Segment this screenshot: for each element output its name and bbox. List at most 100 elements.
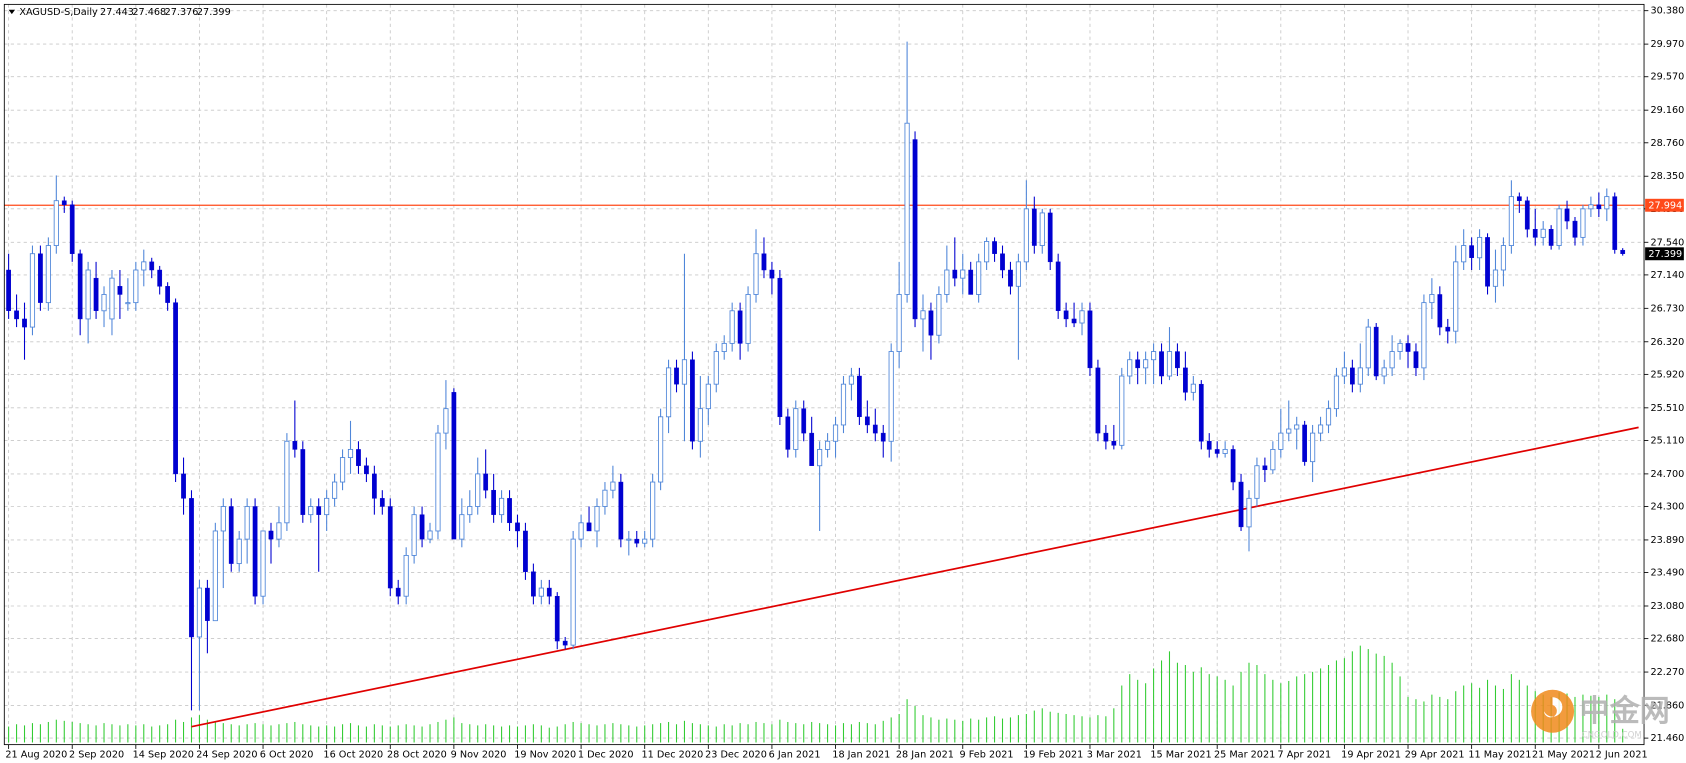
candle-body bbox=[1341, 367, 1347, 377]
candle-body bbox=[1532, 229, 1538, 238]
last-price-label: 27.399 bbox=[1648, 249, 1682, 260]
candle-body bbox=[1445, 326, 1451, 332]
candle-body bbox=[1023, 208, 1029, 263]
candle-body bbox=[1190, 383, 1196, 393]
x-tick-label: 16 Oct 2020 bbox=[323, 749, 383, 760]
y-tick-label: 28.350 bbox=[1650, 171, 1684, 182]
candle-body bbox=[1230, 449, 1236, 483]
candle-body bbox=[1095, 367, 1101, 434]
y-tick-label: 21.460 bbox=[1650, 733, 1684, 744]
x-tick-label: 9 Nov 2020 bbox=[451, 749, 507, 760]
y-tick-label: 25.920 bbox=[1650, 369, 1684, 380]
candle-body bbox=[928, 310, 934, 336]
candle-body bbox=[515, 522, 520, 532]
candle-body bbox=[1286, 428, 1292, 434]
y-tick-label: 29.970 bbox=[1650, 39, 1684, 50]
candle-body bbox=[554, 595, 560, 642]
x-tick-label: 2 Jun 2021 bbox=[1596, 749, 1648, 760]
candle-body bbox=[1373, 326, 1379, 377]
y-tick-label: 23.080 bbox=[1650, 601, 1684, 612]
candle-body bbox=[196, 587, 203, 638]
candle-body bbox=[1492, 269, 1499, 287]
candle-body bbox=[888, 351, 894, 442]
candle-body bbox=[1572, 220, 1578, 238]
candle-body bbox=[379, 498, 385, 507]
candle-body bbox=[674, 367, 679, 385]
candle-body bbox=[244, 506, 250, 540]
candle-body bbox=[1612, 196, 1618, 250]
candle-body bbox=[268, 530, 274, 540]
candle-body bbox=[642, 538, 648, 544]
candle-body bbox=[101, 294, 107, 312]
plot-frame bbox=[3, 3, 1645, 746]
candle-body bbox=[29, 253, 36, 328]
y-tick-label: 25.510 bbox=[1650, 403, 1684, 414]
candle-body bbox=[292, 441, 298, 450]
candle-body bbox=[785, 416, 791, 450]
candle-body bbox=[53, 200, 59, 246]
candle-body bbox=[697, 408, 703, 442]
y-tick-label: 24.700 bbox=[1650, 469, 1684, 480]
candle-body bbox=[45, 245, 51, 304]
volumes bbox=[8, 645, 1624, 743]
candle-body bbox=[848, 375, 855, 385]
candle-body bbox=[125, 302, 131, 305]
candle-body bbox=[1000, 253, 1005, 271]
candle-body bbox=[173, 302, 178, 475]
candle-body bbox=[1349, 367, 1355, 385]
candle-body bbox=[650, 481, 656, 540]
candle-body bbox=[443, 408, 449, 434]
candle-body bbox=[809, 432, 815, 466]
x-tick-label: 6 Oct 2020 bbox=[260, 749, 314, 760]
x-tick-label: 21 Aug 2020 bbox=[5, 749, 67, 760]
candle-body bbox=[1413, 351, 1419, 369]
y-tick-label: 24.300 bbox=[1650, 502, 1684, 513]
candle-body bbox=[411, 514, 417, 556]
candle-body bbox=[141, 261, 147, 271]
candle-body bbox=[459, 514, 465, 540]
candle-body bbox=[904, 122, 910, 295]
candle-body bbox=[252, 506, 258, 597]
x-tick-label: 9 Feb 2021 bbox=[960, 749, 1014, 760]
candle-body bbox=[1389, 351, 1395, 369]
candle-body bbox=[284, 440, 290, 524]
candle-body bbox=[801, 408, 807, 434]
x-tick-label: 25 Mar 2021 bbox=[1214, 749, 1275, 760]
candle-body bbox=[69, 204, 75, 254]
candle-body bbox=[793, 408, 799, 450]
candle-body bbox=[952, 269, 958, 279]
candle-body bbox=[1246, 497, 1252, 528]
candle-body bbox=[538, 587, 544, 597]
candle-body bbox=[419, 514, 425, 540]
candle-body bbox=[1254, 465, 1260, 499]
candle-body bbox=[22, 318, 27, 328]
candle-body bbox=[681, 359, 688, 385]
candle-body bbox=[1071, 318, 1077, 324]
candle-body bbox=[371, 473, 377, 499]
candle-body bbox=[1469, 245, 1474, 258]
candle-body bbox=[817, 448, 823, 467]
candle-body bbox=[992, 241, 997, 254]
y-tick-label: 23.490 bbox=[1650, 568, 1684, 579]
candle-body bbox=[570, 538, 576, 646]
menu-triangle[interactable] bbox=[8, 9, 16, 15]
candle-body bbox=[1620, 249, 1626, 254]
axes: 30.380 29.970 29.570 29.160 28.760 28.350 27.9… bbox=[5, 6, 1684, 761]
candle-body bbox=[491, 489, 496, 515]
x-tick-label: 2 Sep 2020 bbox=[69, 749, 124, 760]
candle-body bbox=[1238, 481, 1244, 528]
x-tick-label: 15 Mar 2021 bbox=[1150, 749, 1211, 760]
candle-body bbox=[339, 457, 346, 483]
candle-body bbox=[1262, 465, 1268, 471]
y-tick-label: 25.110 bbox=[1650, 435, 1684, 446]
candle-body bbox=[165, 286, 170, 303]
x-tick-label: 29 Apr 2021 bbox=[1405, 749, 1465, 760]
candle-body bbox=[1127, 359, 1133, 377]
candle-body bbox=[189, 498, 194, 638]
candle-body bbox=[1333, 375, 1340, 410]
candle-body bbox=[149, 261, 155, 271]
candle-body bbox=[133, 269, 139, 304]
candle-body bbox=[618, 481, 624, 540]
